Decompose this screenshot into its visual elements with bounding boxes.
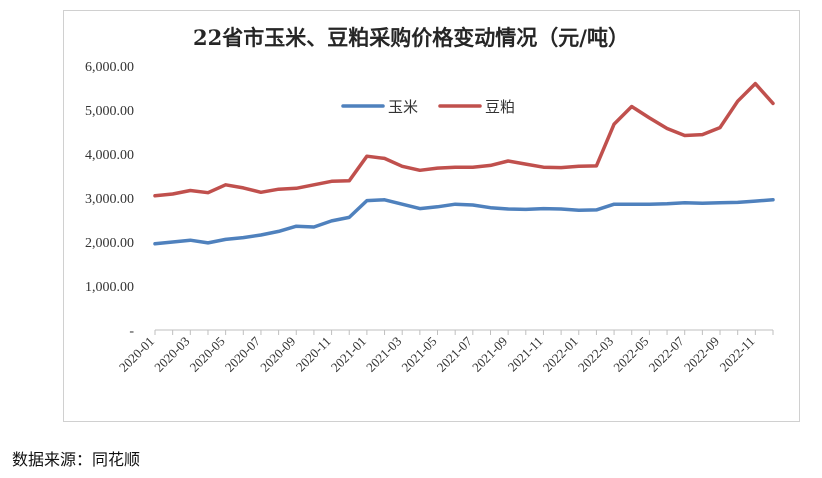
x-axis: 2020-012020-032020-052020-072020-092020-… (116, 329, 774, 375)
y-tick-label: 6,000.00 (85, 60, 134, 75)
source-note: 数据来源：同花顺 (12, 450, 141, 469)
y-tick-label: 3,000.00 (85, 192, 134, 207)
x-tick-label: 2020-01 (116, 334, 157, 375)
x-tick-label: 2020-03 (151, 334, 192, 375)
x-tick-label: 2021-03 (363, 334, 404, 375)
x-tick-label: 2021-09 (469, 334, 510, 375)
x-tick-label: 2021-01 (328, 334, 369, 375)
x-tick-label: 2022-03 (575, 334, 616, 375)
series-line-soymeal (153, 81, 775, 198)
x-tick-label: 2021-11 (505, 334, 546, 375)
x-tick-label: 2021-07 (434, 333, 476, 375)
legend-label-corn: 玉米 (388, 98, 418, 116)
y-tick-label: - (129, 324, 134, 339)
x-tick-label: 2020-05 (186, 334, 227, 375)
x-tick-label: 2022-07 (646, 333, 688, 375)
x-tick-label: 2022-01 (540, 334, 581, 375)
y-tick-label: 2,000.00 (85, 236, 134, 251)
x-tick-label: 2022-09 (681, 334, 722, 375)
x-tick-label: 2022-05 (610, 334, 651, 375)
y-tick-label: 4,000.00 (85, 148, 134, 163)
series-line-corn (153, 198, 775, 246)
y-tick-label: 5,000.00 (85, 104, 134, 119)
legend: 玉米 豆粕 (341, 98, 515, 116)
chart-frame (63, 10, 800, 422)
x-tick-label: 2020-07 (222, 333, 264, 375)
x-tick-label: 2021-05 (398, 334, 439, 375)
x-tick-label: 2020-09 (257, 334, 298, 375)
chart-title: 22省市玉米、豆粕采购价格变动情况（元/吨） (193, 25, 629, 50)
x-tick-label: 2020-11 (293, 334, 334, 375)
x-tick-label: 2022-11 (717, 334, 758, 375)
y-tick-label: 1,000.00 (85, 280, 134, 295)
series-layer (153, 81, 775, 246)
legend-label-soymeal: 豆粕 (485, 98, 515, 116)
y-axis-labels: - 1,000.00 2,000.00 3,000.00 4,000.00 5,000.0… (85, 60, 134, 339)
